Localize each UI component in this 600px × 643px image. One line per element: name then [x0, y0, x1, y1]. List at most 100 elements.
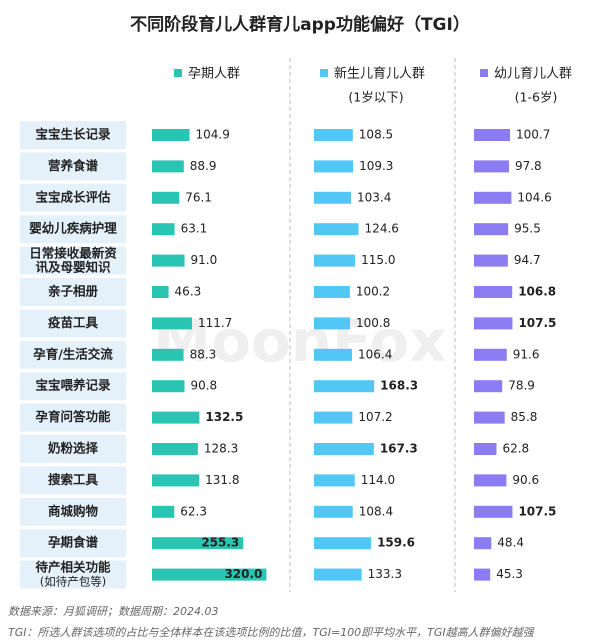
value-label: 88.3 [190, 347, 217, 361]
legend-note: (1岁以下) [348, 90, 403, 105]
category-label: 宝宝成长评估 [35, 189, 111, 204]
bar [152, 191, 180, 204]
category-box [20, 497, 126, 526]
value-label: 90.8 [190, 379, 217, 393]
value-label: 106.4 [358, 347, 392, 361]
bar [474, 129, 511, 141]
category-label-line: 日常接收最新资 [29, 245, 117, 260]
legend-label: 新生儿育儿人群 [334, 66, 425, 82]
value-label: 76.1 [185, 190, 212, 204]
legend-label: 孕期人群 [188, 67, 240, 82]
bar [474, 568, 491, 581]
value-label: 108.5 [359, 128, 393, 142]
category-box [20, 403, 126, 432]
bar [152, 223, 175, 236]
value-label: 106.8 [518, 285, 556, 299]
chart-title: 不同阶段育儿人群育儿app功能偏好（TGI） [130, 14, 470, 35]
value-label: 100.2 [356, 285, 390, 299]
category-box [20, 529, 126, 558]
bar [474, 411, 505, 424]
value-label: 108.4 [359, 504, 393, 518]
value-label: 91.0 [191, 253, 218, 267]
value-label: 133.3 [368, 567, 402, 581]
category-label: 宝宝生长记录 [35, 127, 111, 142]
footnote: 数据来源：月狐调研；数据周期：2024.03 [8, 605, 219, 618]
bar [152, 348, 184, 361]
value-label: 94.7 [514, 253, 541, 267]
bar [474, 474, 507, 487]
category-label: 亲子相册 [48, 284, 99, 299]
legend-swatch [320, 69, 328, 77]
value-label: 115.0 [361, 253, 395, 267]
category-label: 商城购物 [48, 503, 99, 518]
value-label: 78.9 [508, 379, 535, 393]
bar [152, 380, 185, 393]
bar [474, 348, 507, 361]
bar [152, 505, 175, 518]
value-label: 320.0 [224, 567, 262, 581]
category-box [20, 309, 126, 338]
footnote: TGI：所选人群该选项的占比与全体样本在该选项比例的比值，TGI=100即平均水… [8, 626, 535, 639]
bar [314, 411, 353, 424]
category-box [20, 215, 126, 244]
value-label: 104.9 [196, 128, 230, 142]
watermark: MoonFox [153, 307, 446, 375]
bar [314, 223, 359, 236]
bar [474, 380, 503, 393]
category-box [20, 278, 126, 306]
legend-swatch [174, 69, 182, 77]
bar [152, 129, 190, 141]
value-label: 88.9 [190, 159, 217, 173]
bar [474, 254, 508, 267]
value-label: 45.3 [496, 567, 523, 581]
value-label: 124.6 [365, 222, 399, 236]
value-label: 104.6 [517, 190, 551, 204]
value-label: 103.4 [357, 190, 391, 204]
bar [474, 191, 512, 204]
value-label: 97.8 [515, 159, 542, 173]
category-label: 孕育/生活交流 [33, 346, 113, 361]
value-label: 255.3 [201, 536, 239, 550]
value-label: 63.1 [181, 222, 208, 236]
bar [314, 380, 375, 393]
category-label: 营养食谱 [48, 158, 99, 173]
bar [152, 537, 244, 550]
category-label: 宝宝喂养记录 [35, 378, 111, 393]
value-label: 109.3 [359, 159, 393, 173]
bar [314, 348, 353, 361]
category-box [20, 466, 126, 495]
bar [314, 568, 362, 581]
category-label-line: 待产相关功能 [35, 559, 111, 574]
category-label: 孕育问答功能 [35, 409, 111, 424]
value-label: 111.7 [198, 316, 232, 330]
category-box [20, 560, 126, 589]
value-label: 168.3 [380, 379, 418, 393]
category-label: 待产相关功能(如待产包等) [35, 559, 111, 588]
value-label: 131.8 [205, 473, 239, 487]
category-box [20, 183, 126, 212]
bar [474, 317, 513, 330]
value-label: 107.2 [358, 410, 392, 424]
category-box [20, 372, 126, 401]
category-label: 孕期食谱 [48, 535, 99, 550]
value-label: 91.6 [513, 347, 540, 361]
category-label: 日常接收最新资讯及母婴知识 [29, 245, 117, 274]
value-label: 46.3 [175, 285, 202, 299]
bar [314, 286, 350, 298]
value-label: 95.5 [514, 222, 541, 236]
bar [314, 129, 353, 141]
category-label-line: (如待产包等) [40, 574, 106, 588]
bar [474, 443, 497, 455]
value-label: 132.5 [205, 410, 243, 424]
value-label: 48.4 [497, 536, 524, 550]
value-label: 128.3 [204, 442, 238, 456]
bar [314, 505, 353, 518]
bar [152, 474, 200, 487]
category-box [20, 152, 126, 181]
legend-swatch [480, 69, 488, 77]
bar [474, 537, 492, 550]
bar [314, 160, 354, 173]
bar [152, 286, 169, 298]
bar [152, 254, 185, 267]
bar [314, 537, 372, 550]
